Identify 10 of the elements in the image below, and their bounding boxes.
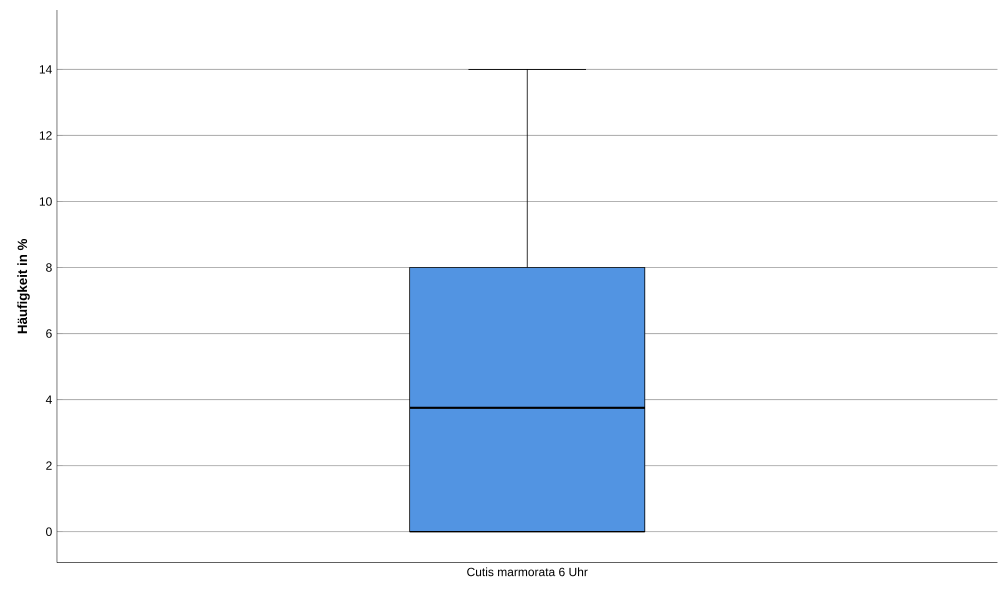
y-tick-label: 10 bbox=[40, 197, 52, 206]
y-tick-label: 4 bbox=[46, 396, 52, 404]
y-tick-label: 12 bbox=[40, 131, 52, 140]
y-axis-title: Häufigkeit in % bbox=[17, 239, 30, 334]
x-tick-label: Cutis marmorata 6 Uhr bbox=[467, 568, 588, 576]
y-tick-label: 2 bbox=[46, 462, 52, 470]
y-tick-label: 8 bbox=[46, 263, 52, 272]
y-tick-label: 0 bbox=[46, 528, 52, 536]
y-tick-label: 6 bbox=[46, 329, 52, 338]
y-tick-label: 14 bbox=[40, 65, 52, 74]
